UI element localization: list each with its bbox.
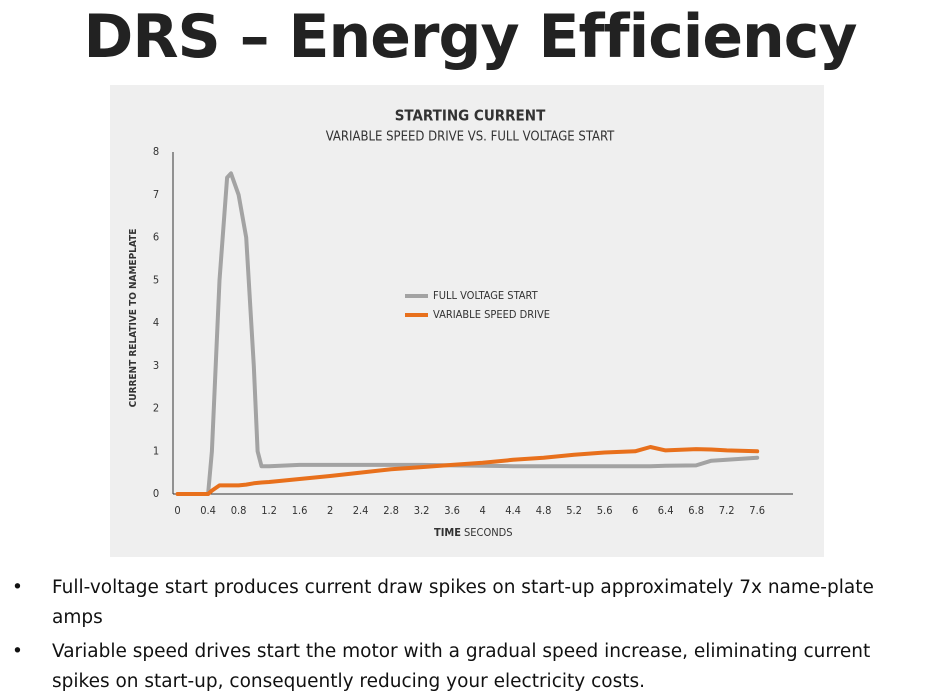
x-tick-label: 0.8: [231, 504, 247, 517]
y-tick-label: 3: [153, 359, 159, 372]
legend-label: FULL VOLTAGE START: [433, 289, 539, 302]
x-tick-label: 3.6: [444, 504, 460, 517]
y-tick-label: 4: [153, 316, 159, 329]
bullet: • Variable speed drives start the motor w…: [12, 637, 922, 697]
y-tick-label: 6: [153, 231, 159, 244]
x-axis-label: TIME: [434, 526, 461, 539]
y-tick-label: 0: [153, 487, 159, 500]
y-tick-label: 1: [153, 444, 159, 457]
x-tick-label: 5.2: [566, 504, 582, 517]
x-tick-label: 7.6: [749, 504, 765, 517]
x-tick-label: 2: [327, 504, 333, 517]
y-tick-label: 7: [153, 188, 159, 201]
y-axis-label: CURRENT RELATIVE TO NAMEPLATE: [128, 229, 139, 408]
x-tick-label: 0: [174, 504, 180, 517]
x-tick-label: 3.2: [414, 504, 430, 517]
x-tick-label: 4.4: [505, 504, 521, 517]
y-tick-label: 2: [153, 402, 159, 415]
x-tick-label: 0.4: [200, 504, 216, 517]
series-line: [175, 445, 760, 496]
x-tick-label: 2.4: [353, 504, 369, 517]
x-tick-label: 7.2: [719, 504, 735, 517]
x-tick-label: 4.8: [536, 504, 552, 517]
x-tick-label: 6.4: [658, 504, 674, 517]
bullet: • Full-voltage start produces current dra…: [12, 573, 922, 633]
y-tick-label: 8: [153, 145, 159, 158]
x-tick-label: 1.2: [261, 504, 277, 517]
chart-subtitle: VARIABLE SPEED DRIVE VS. FULL VOLTAGE ST…: [326, 130, 615, 145]
x-tick-label: 2.8: [383, 504, 399, 517]
x-axis-unit: SECONDS: [464, 526, 513, 539]
legend-label: VARIABLE SPEED DRIVE: [433, 308, 550, 321]
slide-title: DRS – Energy Efficiency: [83, 2, 858, 72]
x-tick-label: 4: [479, 504, 485, 517]
chart-panel: [110, 85, 824, 557]
series-line: [175, 171, 760, 496]
y-tick-label: 5: [153, 273, 159, 286]
bullet-text: Variable speed drives start the motor wi…: [52, 641, 871, 692]
x-tick-label: 5.6: [597, 504, 613, 517]
bullet-text: Full-voltage start produces current draw…: [52, 577, 874, 628]
chart-title: STARTING CURRENT: [395, 107, 546, 125]
x-tick-label: 1.6: [292, 504, 308, 517]
x-tick-label: 6.8: [688, 504, 704, 517]
x-tick-label: 6: [632, 504, 638, 517]
